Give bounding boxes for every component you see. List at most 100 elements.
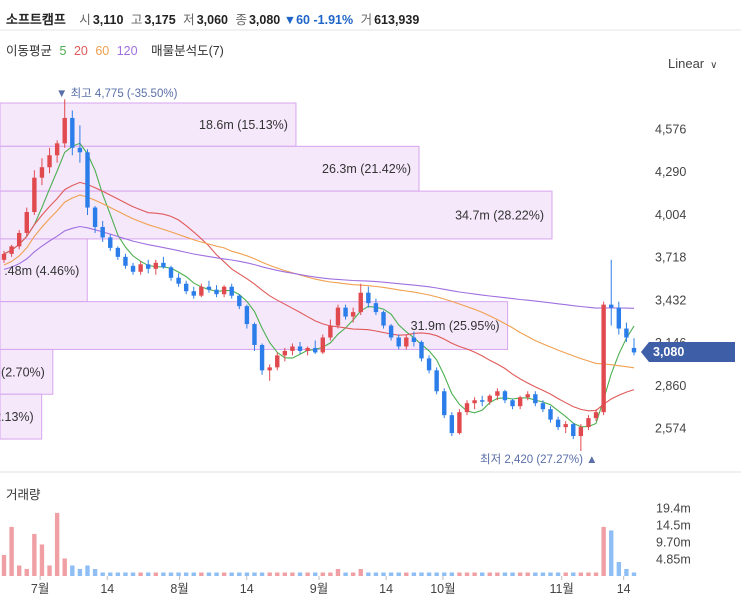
volume-bar	[593, 572, 599, 576]
candle-body	[472, 400, 477, 404]
candle-body	[464, 403, 470, 413]
date-tick-label: 14	[100, 582, 114, 596]
volume-bar	[434, 572, 439, 576]
low-annotation: 최저 2,420 (27.27%) ▲	[480, 453, 598, 466]
low-label: 저	[183, 13, 195, 27]
price-tick-label: 3,432	[655, 293, 686, 307]
volume-bar	[335, 568, 341, 576]
volume-bar	[510, 572, 515, 576]
candle-body	[313, 347, 318, 353]
date-tick-label: 14	[617, 582, 631, 596]
volume-bar	[176, 572, 181, 576]
candle-body	[609, 304, 614, 308]
date-tick-label: 7월	[31, 582, 49, 596]
volume-bar	[328, 572, 333, 576]
volume-bar	[16, 565, 22, 576]
volume-profile-bar	[0, 102, 297, 147]
volume-bar	[457, 572, 462, 576]
candle-body	[586, 418, 591, 428]
candle-body	[571, 424, 576, 437]
volume-bar	[290, 572, 295, 576]
volume-title: 거래량	[6, 488, 41, 502]
volume-bar	[350, 572, 356, 576]
ma20-line	[3, 181, 635, 412]
volume-bar	[571, 572, 576, 576]
candle-layer	[1, 99, 637, 451]
candle-body	[457, 412, 462, 434]
volume-profile-label[interactable]: 매물분석도(7)	[151, 44, 224, 58]
volume-bar	[517, 572, 523, 576]
ma5-line	[3, 142, 635, 428]
volume-bar	[77, 568, 83, 576]
volume-bar	[100, 572, 105, 576]
ma5-label: 5	[59, 44, 67, 58]
candle-body	[419, 341, 424, 359]
candle-body	[282, 350, 288, 356]
candle-body	[176, 277, 181, 284]
volume-bar	[183, 572, 189, 576]
price-tick-label: 4,576	[655, 123, 686, 137]
volume-profile-label: .62m (2.13%)	[0, 410, 34, 424]
candle-body	[267, 367, 272, 371]
volume-bar	[366, 572, 371, 576]
volume-bar	[206, 572, 212, 576]
volume-tick-label: 19.4m	[656, 502, 691, 516]
candle-body	[328, 325, 333, 338]
candle-body	[631, 347, 637, 353]
volume-bar	[586, 572, 591, 576]
volume-bar	[631, 572, 637, 576]
ma120-label: 120	[116, 44, 138, 58]
volume-bar	[168, 572, 174, 576]
high-value: 3,175	[144, 13, 176, 27]
candle-body	[275, 355, 280, 368]
volume-bar	[601, 526, 606, 576]
volume-bar	[146, 572, 151, 576]
volume-value: 613,939	[374, 13, 420, 27]
candle-body	[381, 312, 386, 326]
candle-body	[138, 264, 143, 272]
volume-bar	[39, 544, 45, 576]
volume-profile-label: 18.6m (15.13%)	[199, 118, 288, 132]
scale-selector-label: Linear	[668, 56, 705, 71]
chevron-down-icon: ∨	[710, 60, 718, 71]
candle-body	[502, 391, 508, 401]
volume-bar	[502, 572, 508, 576]
volume-layer	[1, 512, 637, 576]
candle-body	[533, 394, 538, 404]
volume-bar	[92, 568, 98, 576]
volume-bar	[578, 572, 584, 576]
ma120-line	[3, 225, 635, 309]
scale-selector[interactable]: Linear ∨	[668, 56, 717, 71]
candle-body	[214, 289, 219, 295]
volume-bar	[479, 572, 485, 576]
grid-layer	[0, 29, 741, 580]
price-tick-label: 4,290	[655, 165, 686, 179]
volume-bar	[442, 572, 447, 576]
candle-body	[259, 344, 265, 371]
candle-body	[578, 427, 584, 437]
moving-average-legend[interactable]: 이동평균 5 20 60 120 매물분석도(7)	[6, 40, 228, 59]
candle-body	[183, 283, 189, 292]
candle-body	[115, 247, 121, 257]
volume-bar	[411, 572, 417, 576]
volume-bar	[472, 572, 477, 576]
candle-body	[350, 312, 356, 317]
volume-bar	[123, 572, 128, 576]
volume-bar	[54, 512, 60, 576]
candle-body	[449, 415, 455, 434]
volume-bar	[259, 572, 265, 576]
volume-bar	[624, 568, 629, 576]
volume-bar	[191, 572, 196, 576]
volume-profile-bar	[0, 145, 420, 192]
candle-body	[1, 253, 7, 260]
candle-body	[335, 307, 341, 326]
volume-bar	[267, 572, 272, 576]
candle-body	[548, 409, 553, 420]
volume-bar	[153, 572, 159, 576]
open-value: 3,110	[92, 13, 124, 27]
volume-bar	[130, 572, 136, 576]
candle-body	[85, 152, 90, 208]
candle-body	[593, 412, 599, 419]
candle-body	[517, 397, 523, 407]
